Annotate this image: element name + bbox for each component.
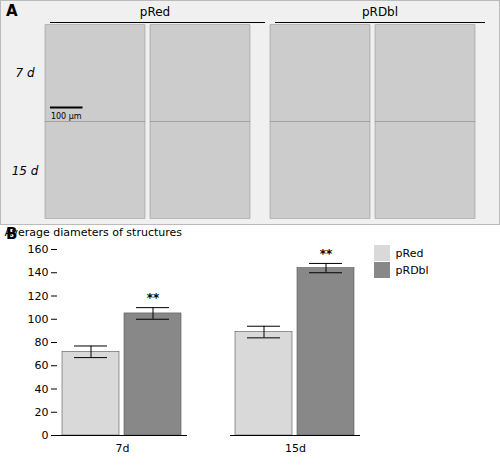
svg-text:15d: 15d	[285, 442, 306, 455]
svg-text:15 d: 15 d	[12, 164, 39, 178]
svg-text:140: 140	[28, 266, 49, 279]
svg-text:7 d: 7 d	[15, 66, 34, 80]
svg-text:**: **	[320, 247, 333, 261]
svg-text:7d: 7d	[116, 442, 130, 455]
svg-text:**: **	[147, 291, 160, 305]
svg-text:0: 0	[42, 429, 49, 442]
svg-text:A: A	[6, 2, 18, 20]
svg-text:100: 100	[28, 313, 49, 326]
svg-text:160: 160	[28, 243, 49, 256]
svg-text:20: 20	[35, 406, 49, 419]
svg-text:100 μm: 100 μm	[51, 112, 82, 121]
svg-text:60: 60	[35, 359, 49, 372]
svg-text:pRed: pRed	[140, 5, 170, 19]
svg-text:40: 40	[35, 383, 49, 396]
svg-text:120: 120	[28, 290, 49, 303]
svg-text:80: 80	[35, 336, 49, 349]
svg-text:pRDbl: pRDbl	[362, 5, 398, 19]
svg-text:Average diameters of structure: Average diameters of structures	[5, 226, 183, 239]
